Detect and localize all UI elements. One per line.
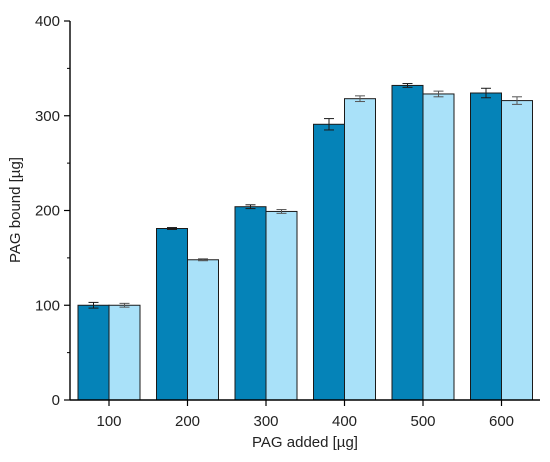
- x-axis-title: PAG added [µg]: [252, 434, 358, 451]
- bar-s1-600: [470, 92, 502, 401]
- x-tick-label-600: 600: [489, 413, 514, 430]
- bars-layer: [77, 84, 533, 401]
- x-tick-label-400: 400: [332, 413, 357, 430]
- x-tick-label-300: 300: [253, 413, 278, 430]
- y-axis-title: PAG bound [µg]: [7, 157, 24, 263]
- bar-s2-600: [501, 100, 533, 401]
- bar-s1-400: [313, 123, 345, 401]
- x-ticks: 100 200 300 400 500 600: [96, 400, 514, 430]
- bar-s2-100: [108, 304, 141, 401]
- bar-s2-400: [344, 98, 376, 401]
- bar-s2-300: [265, 210, 298, 401]
- y-tick-label-0: 0: [52, 392, 60, 409]
- y-ticks: 0 100 200 300 400: [35, 13, 70, 409]
- bar-s1-100: [77, 304, 110, 401]
- x-tick-label-500: 500: [410, 413, 435, 430]
- bar-s2-200: [187, 259, 219, 401]
- y-tick-label-200: 200: [35, 203, 60, 220]
- bar-s1-500: [391, 84, 424, 401]
- bar-s2-500: [422, 93, 455, 401]
- y-tick-label-100: 100: [35, 297, 60, 314]
- bar-s1-300: [234, 206, 267, 401]
- error-bars-layer: [88, 83, 522, 309]
- x-tick-label-200: 200: [175, 413, 200, 430]
- y-tick-label-300: 300: [35, 108, 60, 125]
- y-tick-label-400: 400: [35, 13, 60, 30]
- bar-s1-200: [156, 228, 188, 401]
- x-tick-label-100: 100: [96, 413, 121, 430]
